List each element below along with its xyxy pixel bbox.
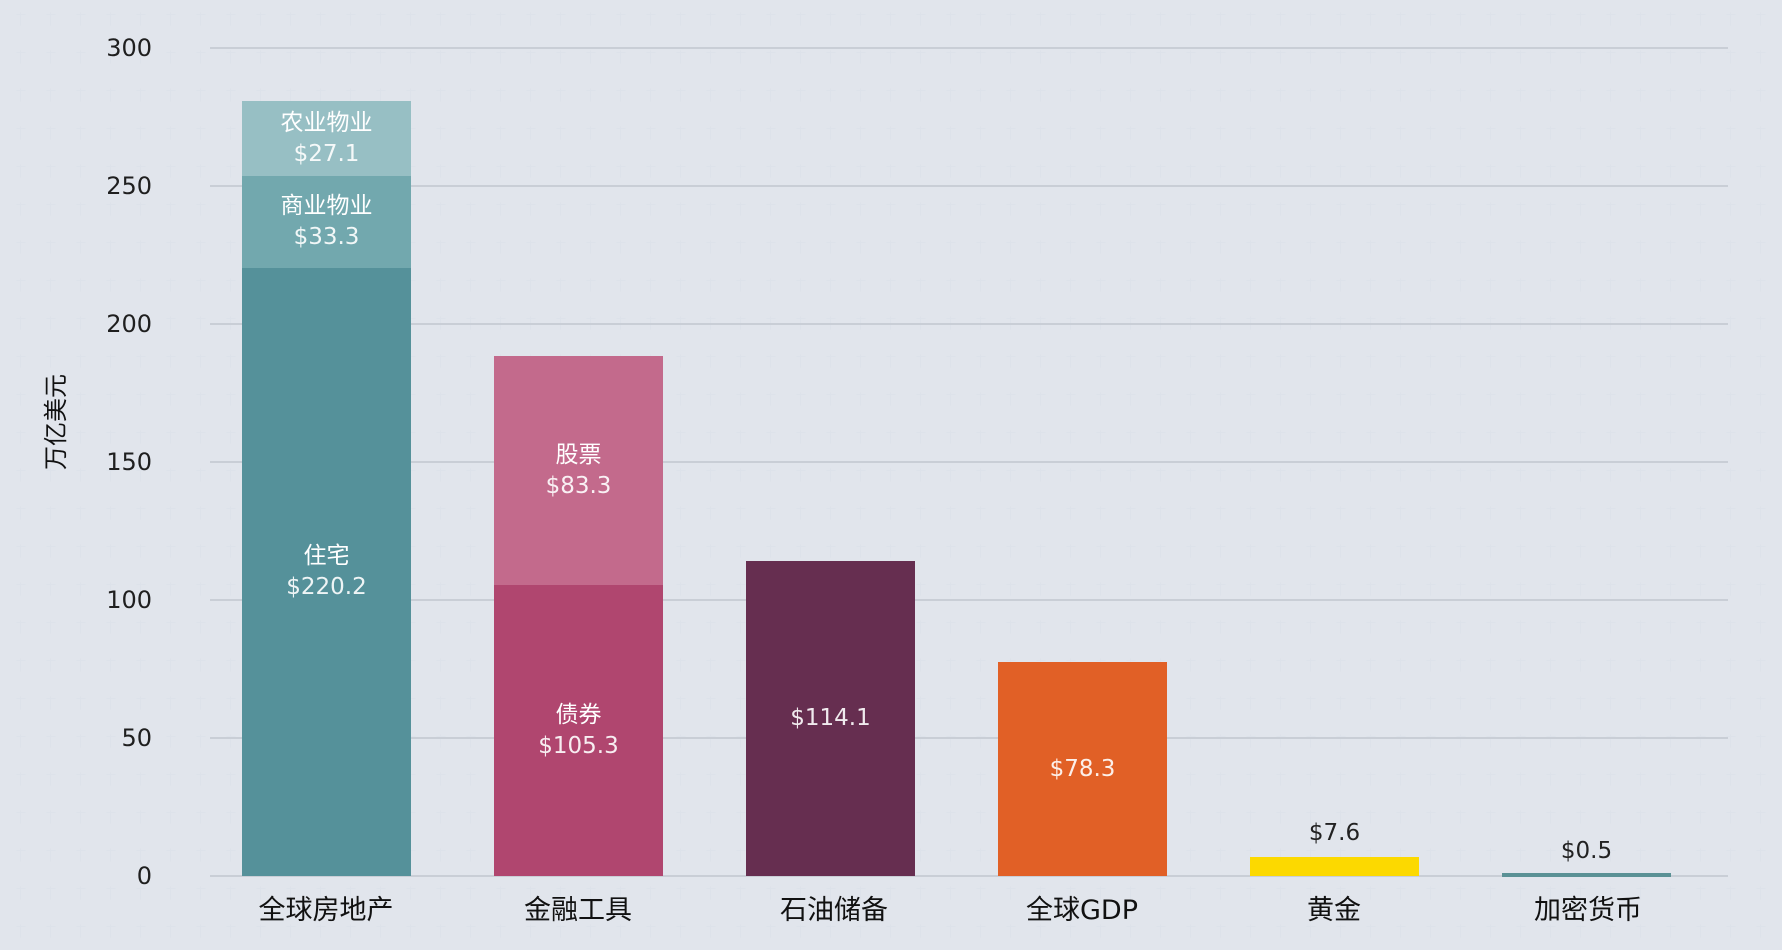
y-tick-100: 100	[106, 586, 152, 614]
gold-value-label: $7.6	[1308, 820, 1361, 846]
x-label-real-estate: 全球房地产	[258, 895, 394, 926]
gridline-100	[210, 599, 1728, 601]
gridline-250	[210, 185, 1728, 187]
segment-name: 住宅	[303, 543, 350, 569]
gridline-150	[210, 461, 1728, 463]
segment-value: $83.3	[545, 472, 612, 499]
bar-segment-agricultural: 农业物业 $27.1	[242, 101, 411, 176]
segment-value: $220.2	[286, 574, 367, 600]
y-tick-50: 50	[121, 724, 152, 752]
x-label-crypto: 加密货币	[1534, 895, 1642, 926]
y-tick-150: 150	[106, 448, 152, 476]
segment-name: 农业物业	[280, 109, 373, 136]
bar-segment-stocks: 股票 $83.3	[494, 356, 663, 585]
crypto-value-label: $0.5	[1560, 838, 1613, 864]
gridline-300	[210, 47, 1728, 49]
x-label-financial: 金融工具	[524, 895, 632, 926]
segment-value: $27.1	[293, 140, 360, 167]
y-tick-300: 300	[106, 34, 152, 62]
gridline-200	[210, 323, 1728, 325]
bar-segment-bonds: 债券 $105.3	[494, 585, 663, 876]
x-label-oil: 石油储备	[780, 895, 888, 926]
x-label-gdp: 全球GDP	[1026, 895, 1138, 926]
gridline-0	[210, 875, 1728, 877]
segment-name: 商业物业	[280, 193, 373, 219]
segment-name: 债券	[555, 701, 602, 728]
bar-segment-residential: 住宅 $220.2	[242, 268, 411, 876]
segment-value: $78.3	[1049, 755, 1116, 782]
y-tick-250: 250	[106, 172, 152, 200]
segment-value: $105.3	[538, 732, 619, 759]
segment-value: $114.1	[790, 705, 871, 731]
x-label-gold: 黄金	[1307, 895, 1361, 926]
gridline-50	[210, 737, 1728, 739]
segment-value: $33.3	[293, 224, 360, 250]
segment-name: 股票	[555, 441, 602, 468]
bar-global-gdp: $78.3	[998, 662, 1167, 876]
y-tick-0: 0	[136, 862, 152, 890]
bar-crypto	[1502, 873, 1671, 877]
bar-oil-reserves: $114.1	[746, 561, 915, 876]
bar-gold	[1250, 857, 1419, 876]
y-tick-200: 200	[106, 310, 152, 338]
bar-segment-commercial: 商业物业 $33.3	[242, 176, 411, 268]
